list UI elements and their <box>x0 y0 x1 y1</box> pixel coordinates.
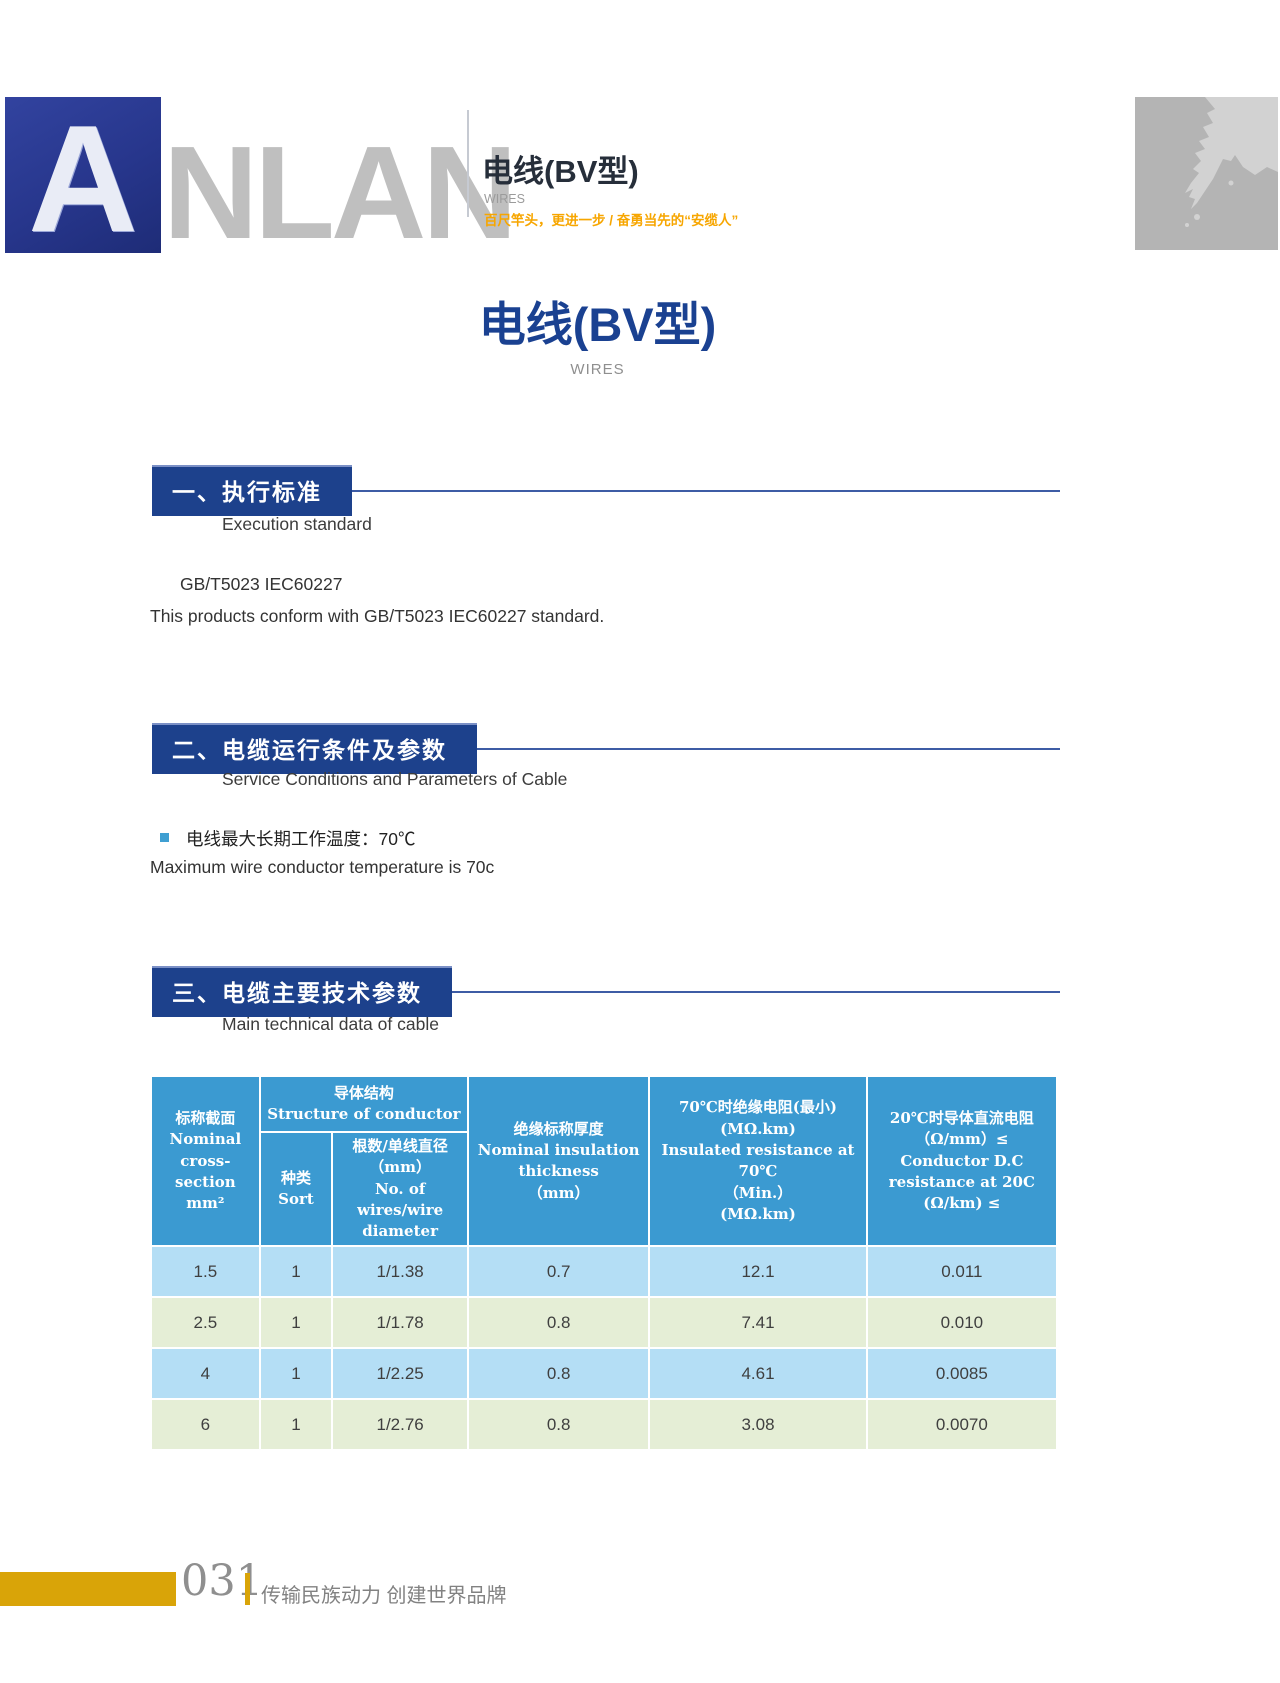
page-number: 031 <box>181 1556 264 1606</box>
section-3-rule <box>452 990 1060 993</box>
section-1-subheading: Execution standard <box>222 514 372 534</box>
cell: 0.8 <box>467 1398 651 1452</box>
cell: 6 <box>150 1398 261 1452</box>
max-temperature-en: Maximum wire conductor temperature is 70… <box>150 857 495 877</box>
section-3-heading: 三、电缆主要技术参数 <box>152 966 452 1017</box>
content-area: 一、执行标准 Execution standard GB/T5023 IEC60… <box>150 0 1060 1683</box>
section-2-header-row: 二、电缆运行条件及参数 <box>152 723 1060 774</box>
cell: 7.41 <box>648 1296 868 1350</box>
footer-gold-bar <box>0 1572 176 1606</box>
logo-letter-a: A <box>28 94 138 264</box>
map-landmass-icon <box>1185 97 1278 227</box>
cell: 0.0085 <box>865 1347 1059 1401</box>
table-header-row-2: 种类 Sort 根数/单线直径 （mm） No. of wires/wire d… <box>151 1130 1057 1248</box>
logo-wordmark: NLAN <box>163 118 518 266</box>
footer-divider <box>245 1573 250 1605</box>
col-dc-resistance: 20℃时导体直流电阻 （Ω/mm）≤ Conductor D.C resista… <box>865 1074 1059 1248</box>
cell: 0.8 <box>467 1296 651 1350</box>
footer-slogan: 传输民族动力 创建世界品牌 <box>261 1585 507 1607</box>
cell: 3.08 <box>648 1398 868 1452</box>
header-product-title: 电线(BV型) <box>482 154 639 189</box>
cell: 1.5 <box>150 1245 261 1299</box>
cell: 1/2.25 <box>331 1347 470 1401</box>
section-2-rule <box>477 747 1060 750</box>
header-product-subtitle: WIRES <box>484 192 525 206</box>
cell: 4.61 <box>648 1347 868 1401</box>
section-3-subheading: Main technical data of cable <box>222 1014 439 1034</box>
table-header-row-1: 标称截面 Nominal cross-section mm² 导体结构 Stru… <box>150 1074 1059 1248</box>
table-row: 6 1 1/2.76 0.8 3.08 0.0070 <box>150 1398 1059 1452</box>
cell: 1 <box>258 1347 334 1401</box>
technical-data-table: 标称截面 Nominal cross-section mm² 导体结构 Stru… <box>150 1074 1059 1452</box>
cell: 1/2.76 <box>331 1398 470 1452</box>
header-slogan: 百尺竿头，更进一步 / 奋勇当先的“安缆人” <box>484 213 739 228</box>
bullet-square-icon <box>160 833 169 842</box>
section-1-heading: 一、执行标准 <box>152 465 352 516</box>
anlan-logo: A <box>5 94 161 264</box>
cell: 0.010 <box>865 1296 1059 1350</box>
cell: 1/1.38 <box>331 1245 470 1299</box>
cell: 1 <box>258 1398 334 1452</box>
section-2-heading: 二、电缆运行条件及参数 <box>152 723 477 774</box>
col-sort: 种类 Sort <box>258 1130 334 1248</box>
section-1-header-row: 一、执行标准 <box>152 465 1060 516</box>
cell: 1 <box>258 1296 334 1350</box>
cell: 1/1.78 <box>331 1296 470 1350</box>
cell: 12.1 <box>648 1245 868 1299</box>
col-insulated-resistance: 70℃时绝缘电阻(最小) (MΩ.km) Insulated resistanc… <box>648 1074 868 1248</box>
section-1-rule <box>352 489 1060 492</box>
cell: 0.7 <box>467 1245 651 1299</box>
table-row: 2.5 1 1/1.78 0.8 7.41 0.010 <box>150 1296 1059 1350</box>
col-insulation-thickness: 绝缘标称厚度 Nominal insulation thickness （mm） <box>467 1074 651 1248</box>
standard-statement: This products conform with GB/T5023 IEC6… <box>150 606 605 626</box>
table-row: 1.5 1 1/1.38 0.7 12.1 0.011 <box>150 1245 1059 1299</box>
cell: 0.011 <box>865 1245 1059 1299</box>
cell: 0.0070 <box>865 1398 1059 1452</box>
cell: 2.5 <box>150 1296 261 1350</box>
header-divider <box>467 110 469 217</box>
table-row: 4 1 1/2.25 0.8 4.61 0.0085 <box>150 1347 1059 1401</box>
col-wires-diameter: 根数/单线直径 （mm） No. of wires/wire diameter <box>331 1130 470 1248</box>
section-2-subheading: Service Conditions and Parameters of Cab… <box>222 769 568 789</box>
max-temperature-cn: 电线最大长期工作温度：70℃ <box>186 829 416 849</box>
col-structure-of-conductor: 导体结构 Structure of conductor <box>258 1075 470 1133</box>
cell: 4 <box>150 1347 261 1401</box>
section-3-header-row: 三、电缆主要技术参数 <box>152 966 1060 1017</box>
cell: 1 <box>258 1245 334 1299</box>
page-title: 电线(BV型) <box>478 298 717 351</box>
cell: 0.8 <box>467 1347 651 1401</box>
page-subtitle: WIRES <box>570 360 625 378</box>
standard-codes: GB/T5023 IEC60227 <box>180 574 343 594</box>
page-title-block: 电线(BV型) WIRES <box>0 299 1195 378</box>
map-image <box>1135 97 1278 250</box>
col-nominal-cross-section: 标称截面 Nominal cross-section mm² <box>150 1074 261 1248</box>
